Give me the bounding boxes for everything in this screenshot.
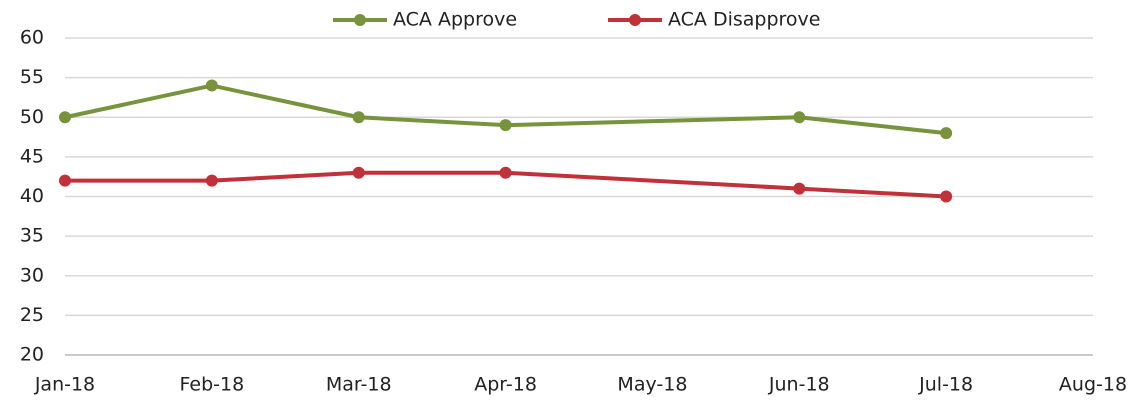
y-tick-label: 50 (20, 106, 44, 128)
x-tick-label: Jul-18 (918, 374, 973, 396)
legend-label: ACA Approve (393, 9, 517, 31)
y-tick-label: 35 (20, 225, 44, 247)
point (793, 111, 806, 124)
y-tick-label: 25 (20, 304, 44, 326)
point (940, 127, 953, 140)
y-tick-label: 40 (20, 185, 44, 207)
y-tick-label: 30 (20, 264, 44, 286)
point (940, 190, 953, 203)
x-tick-label: Aug-18 (1059, 374, 1127, 396)
point (499, 166, 512, 179)
x-tick-label: Apr-18 (474, 374, 537, 396)
legend-label: ACA Disapprove (668, 9, 821, 31)
x-tick-label: Jan-18 (34, 374, 95, 396)
y-tick-label: 55 (20, 66, 44, 88)
point (352, 111, 365, 124)
x-tick-label: Jun-18 (768, 374, 830, 396)
point (205, 174, 218, 187)
point (59, 174, 71, 187)
point (59, 111, 71, 124)
series-line (64, 83, 947, 136)
point (205, 79, 218, 92)
legend-marker (354, 14, 366, 26)
y-tick-label: 60 (20, 27, 44, 49)
point (793, 182, 806, 195)
y-tick-label: 20 (20, 344, 44, 366)
y-tick-label: 45 (20, 145, 44, 167)
x-tick-label: Feb-18 (180, 374, 245, 396)
legend-marker (629, 14, 641, 26)
point (352, 166, 365, 179)
x-tick-label: May-18 (617, 374, 687, 396)
x-tick-label: Mar-18 (326, 374, 392, 396)
series-line (65, 170, 947, 199)
point (499, 119, 512, 132)
